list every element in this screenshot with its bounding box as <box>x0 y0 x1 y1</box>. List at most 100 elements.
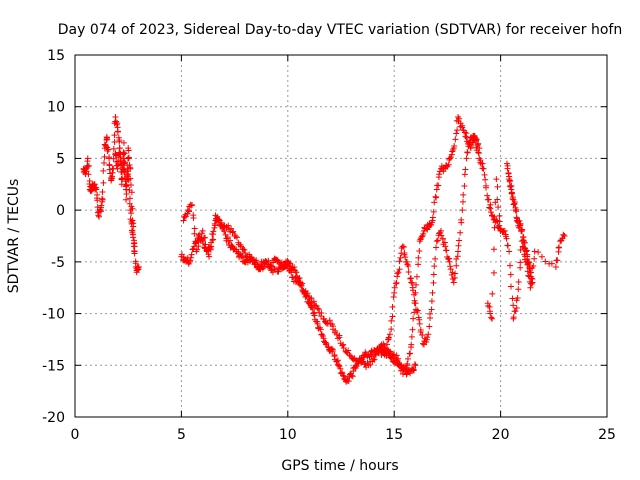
y-tick-label: -20 <box>42 410 65 426</box>
data-point <box>448 151 455 158</box>
data-point <box>336 334 343 341</box>
data-point <box>414 308 421 315</box>
data-point <box>494 183 501 190</box>
data-point <box>509 295 516 302</box>
data-point <box>453 255 460 262</box>
data-point <box>391 289 398 296</box>
data-point <box>491 224 498 231</box>
data-point <box>485 302 492 309</box>
data-point <box>393 279 400 286</box>
data-point <box>373 351 380 358</box>
data-point <box>210 228 217 235</box>
data-point <box>410 315 417 322</box>
plot-frame <box>74 54 608 418</box>
y-tick-label: 0 <box>56 203 65 219</box>
data-point <box>98 202 105 209</box>
data-point <box>453 262 460 269</box>
data-point <box>433 238 440 245</box>
data-point <box>507 183 514 190</box>
data-point <box>195 243 202 250</box>
data-point <box>332 327 339 334</box>
data-point <box>118 161 125 168</box>
data-point <box>450 279 457 286</box>
data-point <box>455 248 462 255</box>
data-point <box>490 269 497 276</box>
x-tick-label: 10 <box>279 427 297 443</box>
data-point <box>436 171 443 178</box>
data-point <box>188 251 195 258</box>
x-tick-label: 20 <box>492 427 510 443</box>
data-point <box>385 334 392 341</box>
data-point <box>538 253 545 260</box>
data-point <box>510 201 517 208</box>
data-point <box>447 154 454 161</box>
y-tick-label: 15 <box>47 48 65 64</box>
data-point <box>487 205 494 212</box>
data-point <box>528 280 535 287</box>
data-point <box>464 149 471 156</box>
data-point <box>414 307 421 314</box>
data-point <box>542 258 549 265</box>
data-point <box>506 177 513 184</box>
data-point <box>388 326 395 333</box>
data-point <box>524 253 531 260</box>
x-tick-label: 5 <box>177 427 186 443</box>
data-point <box>409 287 416 294</box>
data-point <box>430 208 437 215</box>
data-point <box>199 227 206 234</box>
data-point <box>438 232 445 239</box>
data-point <box>530 262 537 269</box>
data-point <box>230 228 237 235</box>
grid <box>75 55 607 417</box>
data-point <box>515 286 522 293</box>
data-point <box>395 269 402 276</box>
data-point <box>412 362 419 369</box>
data-point <box>191 230 198 237</box>
data-point <box>320 315 327 322</box>
data-point <box>417 328 424 335</box>
data-point <box>427 310 433 317</box>
data-point <box>282 261 289 268</box>
data-point <box>508 190 515 197</box>
data-point <box>529 279 536 286</box>
data-point <box>519 226 526 233</box>
data-point <box>309 305 316 312</box>
data-point <box>458 216 465 223</box>
data-point <box>506 262 513 269</box>
data-point <box>419 331 426 338</box>
data-point <box>415 254 422 261</box>
data-point <box>199 240 206 247</box>
data-point <box>489 290 496 297</box>
data-point <box>340 341 347 348</box>
data-point <box>100 179 107 186</box>
data-point <box>130 223 137 230</box>
data-point <box>84 155 91 162</box>
data-point <box>336 363 343 370</box>
data-point <box>435 182 442 189</box>
data-point <box>420 230 427 237</box>
data-point <box>110 145 117 152</box>
data-point <box>232 233 239 240</box>
data-point <box>455 115 462 122</box>
data-point <box>461 183 468 190</box>
data-point <box>517 247 524 254</box>
data-point <box>493 176 500 183</box>
data-point <box>459 207 466 214</box>
data-point <box>515 279 522 286</box>
data-point <box>298 283 305 290</box>
data-point <box>345 347 352 354</box>
data-point <box>513 304 520 311</box>
data-point <box>433 194 440 201</box>
data-point <box>131 243 138 250</box>
data-point <box>265 262 272 269</box>
data-point <box>313 302 320 309</box>
data-point <box>125 171 132 178</box>
data-point <box>233 234 240 241</box>
data-point <box>452 136 459 143</box>
data-point <box>389 313 396 320</box>
data-point <box>367 361 374 368</box>
data-point <box>128 189 135 196</box>
data-point <box>131 250 138 257</box>
data-point <box>505 170 512 177</box>
data-point <box>391 284 398 291</box>
